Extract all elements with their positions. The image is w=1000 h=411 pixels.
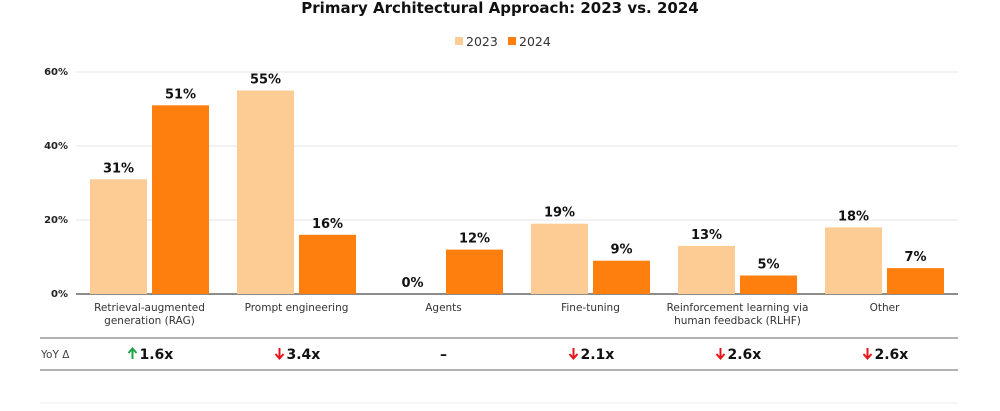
gridlines: 0% 20% 40% 60% <box>44 67 958 300</box>
legend-label-2023: 2023 <box>466 34 498 49</box>
y-tick-label: 40% <box>44 141 68 152</box>
arrow-down-icon <box>568 348 579 361</box>
data-label-2023: 13% <box>691 228 722 243</box>
bar-2023 <box>237 90 294 294</box>
bar-2024 <box>740 275 797 294</box>
arrow-path <box>274 348 285 361</box>
y-tick-label: 20% <box>44 215 68 226</box>
arrow-down-icon <box>862 348 873 361</box>
bar-2023 <box>90 179 147 294</box>
data-label-2023: 19% <box>544 206 575 221</box>
arrow-down-icon <box>274 348 285 361</box>
yoy-value: 2.6x <box>875 347 909 363</box>
x-tick-label: Prompt engineering <box>245 302 349 314</box>
data-label-2024: 9% <box>610 243 632 258</box>
x-tick-label: Agents <box>425 302 462 314</box>
arrow-path <box>127 346 138 359</box>
yoy-value: – <box>440 347 447 363</box>
legend: 2023 2024 <box>455 34 551 49</box>
bar-2024 <box>446 249 503 294</box>
bar-2024 <box>887 268 944 294</box>
arrow-down-icon <box>715 348 726 361</box>
legend-swatch-2024 <box>508 37 516 45</box>
yoy-value: 1.6x <box>140 347 174 363</box>
data-label-2024: 7% <box>904 250 926 265</box>
arrow-path <box>862 348 873 361</box>
bar-2023 <box>825 227 882 294</box>
data-label-2024: 51% <box>165 87 196 102</box>
legend-swatch-2023 <box>455 37 463 45</box>
legend-label-2024: 2024 <box>519 34 551 49</box>
arrow-path <box>715 348 726 361</box>
yoy-value: 2.6x <box>728 347 762 363</box>
bar-2023 <box>531 223 588 294</box>
yoy-label: YoY Δ <box>40 349 70 361</box>
data-label-2024: 12% <box>459 232 490 247</box>
x-tick-label: Retrieval-augmented <box>94 302 205 314</box>
y-tick-label: 60% <box>44 67 68 78</box>
arrow-path <box>568 348 579 361</box>
yoy-value: 3.4x <box>287 347 321 363</box>
data-label-2023: 18% <box>838 209 869 224</box>
bar-2023 <box>678 245 735 294</box>
bar-2024 <box>299 234 356 294</box>
x-tick-label: Reinforcement learning via <box>667 302 809 314</box>
bar-2024 <box>152 105 209 294</box>
y-tick-label: 0% <box>51 289 68 300</box>
bars: 31% 51% 55% 16% 0% 12% 19% 9% 13% 5% 18% 7% <box>90 73 944 294</box>
data-label-2024: 16% <box>312 217 343 232</box>
yoy-value: 2.1x <box>581 347 615 363</box>
data-label-2024: 5% <box>757 258 779 273</box>
yoy-row: 1.6x 3.4x – 2.1x 2.6x 2.6x YoY Δ <box>40 337 958 404</box>
x-tick-label: generation (RAG) <box>104 315 195 327</box>
arrow-up-icon <box>127 346 138 359</box>
x-tick-label: Fine-tuning <box>561 302 620 314</box>
bar-2024 <box>593 260 650 294</box>
data-label-2023: 31% <box>103 161 134 176</box>
data-label-2023: 55% <box>250 73 281 88</box>
data-label-2023: 0% <box>401 276 423 291</box>
chart-title: Primary Architectural Approach: 2023 vs.… <box>301 0 698 17</box>
x-tick-label: human feedback (RLHF) <box>674 315 801 327</box>
x-tick-label: Other <box>870 302 900 314</box>
